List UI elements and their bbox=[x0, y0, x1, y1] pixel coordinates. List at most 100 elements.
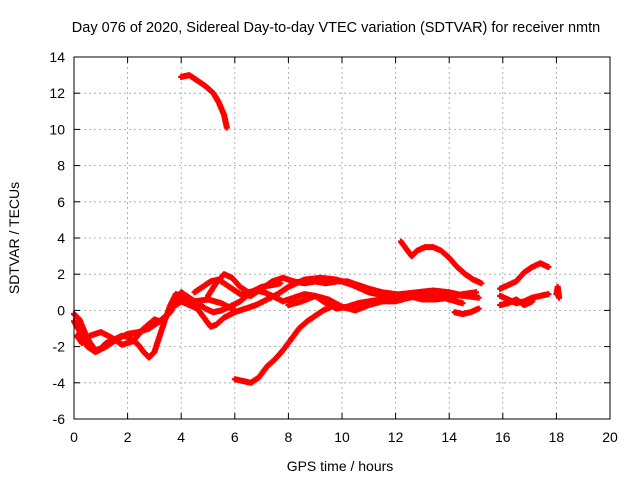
data-point bbox=[262, 290, 266, 294]
data-point bbox=[522, 303, 526, 307]
y-tick-label: 6 bbox=[57, 194, 65, 210]
data-point bbox=[292, 296, 296, 300]
series-arc-14 bbox=[553, 283, 563, 301]
data-marks bbox=[451, 305, 482, 317]
data-point bbox=[270, 279, 274, 284]
y-tick-label: 10 bbox=[49, 121, 65, 137]
data-marks bbox=[178, 72, 230, 131]
data-point bbox=[394, 299, 398, 303]
data-point bbox=[93, 350, 98, 354]
axis-ticks: 0 2 4 6 8 10 12 14 16 18 20 -6 -4 -2 0 2 4 6 8 10 12 14 bbox=[49, 49, 618, 445]
data-point bbox=[461, 312, 465, 316]
series-arc-5 bbox=[231, 303, 335, 386]
data-point bbox=[278, 281, 282, 285]
x-tick-label: 18 bbox=[549, 429, 565, 445]
x-tick-label: 10 bbox=[334, 429, 350, 445]
data-point bbox=[477, 306, 481, 311]
data-point bbox=[434, 292, 438, 296]
data-point bbox=[367, 303, 371, 307]
data-point bbox=[273, 357, 277, 361]
data-point bbox=[423, 245, 427, 249]
data-point bbox=[179, 290, 183, 294]
data-point bbox=[455, 265, 459, 269]
data-point bbox=[254, 288, 258, 293]
series-arc-8 bbox=[285, 289, 479, 314]
data-point bbox=[128, 335, 132, 340]
data-point bbox=[222, 316, 226, 320]
data-point bbox=[286, 285, 290, 289]
data-point bbox=[249, 381, 253, 385]
data-point bbox=[477, 296, 481, 300]
x-tick-label: 8 bbox=[285, 429, 293, 445]
data-point bbox=[104, 345, 108, 349]
y-tick-label: -2 bbox=[53, 339, 66, 355]
data-point bbox=[498, 287, 502, 291]
data-point bbox=[380, 290, 384, 294]
data-point bbox=[415, 249, 419, 253]
data-series bbox=[71, 72, 563, 386]
data-point bbox=[479, 281, 483, 285]
data-point bbox=[238, 299, 242, 303]
data-point bbox=[233, 310, 237, 314]
x-tick-label: 2 bbox=[124, 429, 132, 445]
data-point bbox=[447, 297, 451, 302]
data-point bbox=[498, 294, 502, 298]
data-point bbox=[80, 334, 84, 338]
data-point bbox=[195, 78, 199, 83]
data-point bbox=[88, 341, 92, 345]
data-point bbox=[554, 292, 559, 296]
data-marks bbox=[398, 238, 485, 287]
data-point bbox=[219, 308, 223, 312]
data-point bbox=[120, 343, 124, 347]
y-tick-label: 12 bbox=[49, 85, 65, 101]
data-point bbox=[514, 279, 518, 284]
data-point bbox=[184, 294, 189, 298]
chart-title: Day 076 of 2020, Sidereal Day-to-day VTE… bbox=[72, 20, 600, 36]
data-point bbox=[447, 256, 451, 260]
data-point bbox=[211, 91, 215, 95]
data-point bbox=[209, 279, 213, 284]
data-point bbox=[217, 100, 221, 104]
data-point bbox=[556, 285, 560, 289]
data-point bbox=[222, 113, 226, 117]
data-point bbox=[179, 299, 183, 303]
data-point bbox=[109, 335, 114, 340]
data-point bbox=[88, 334, 92, 338]
data-point bbox=[327, 297, 331, 302]
x-tick-label: 6 bbox=[231, 429, 239, 445]
data-point bbox=[257, 375, 261, 379]
data-point bbox=[179, 75, 183, 79]
data-point bbox=[233, 377, 237, 381]
data-point bbox=[158, 334, 162, 338]
data-point bbox=[335, 279, 339, 284]
series-arc-9 bbox=[398, 238, 485, 287]
data-point bbox=[434, 297, 438, 302]
data-point bbox=[321, 308, 325, 312]
data-point bbox=[276, 292, 280, 296]
data-point bbox=[506, 283, 510, 287]
data-point bbox=[136, 343, 140, 347]
data-point bbox=[318, 276, 323, 280]
data-point bbox=[286, 303, 290, 307]
data-point bbox=[289, 337, 293, 341]
data-point bbox=[270, 294, 274, 298]
data-point bbox=[281, 348, 285, 352]
data-point bbox=[227, 285, 232, 289]
data-point bbox=[340, 305, 344, 309]
series-arc-13 bbox=[497, 296, 536, 308]
data-marks bbox=[497, 260, 552, 292]
data-point bbox=[506, 301, 510, 305]
data-point bbox=[77, 317, 81, 322]
x-tick-label: 0 bbox=[70, 429, 78, 445]
grid-lines bbox=[74, 57, 610, 419]
data-point bbox=[313, 279, 317, 284]
x-tick-label: 16 bbox=[495, 429, 511, 445]
data-point bbox=[99, 330, 103, 334]
data-point bbox=[546, 292, 550, 296]
data-point bbox=[214, 323, 218, 327]
data-point bbox=[142, 350, 146, 354]
data-point bbox=[187, 73, 191, 77]
data-point bbox=[474, 290, 478, 294]
data-point bbox=[195, 306, 199, 311]
